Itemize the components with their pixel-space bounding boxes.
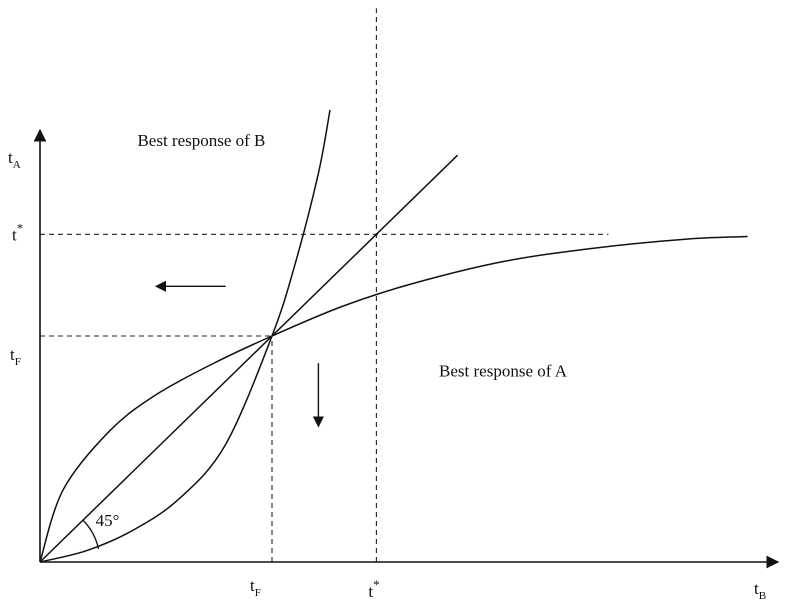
annotation-best-response-a: Best response of A bbox=[439, 362, 568, 381]
x-tick-label-tstar: t* bbox=[368, 577, 379, 601]
y-axis-label: tA bbox=[8, 148, 21, 171]
series-line-best-response-b bbox=[39, 109, 331, 563]
direction-arrows bbox=[154, 280, 324, 428]
y-tick-label-tF: tF bbox=[10, 345, 21, 368]
annotation-best-response-b: Best response of B bbox=[137, 131, 265, 150]
angle-arc bbox=[82, 519, 100, 550]
x-axis-label: tB bbox=[754, 579, 766, 602]
series-line-45-degree bbox=[39, 154, 459, 563]
dashed-guides bbox=[40, 8, 609, 562]
y-tick-label-tstar: t* bbox=[12, 220, 23, 244]
series-line-best-response-a bbox=[39, 235, 748, 563]
annotation-45-degree: 45° bbox=[96, 511, 120, 530]
series-group bbox=[39, 109, 748, 563]
x-tick-label-tF: tF bbox=[250, 576, 261, 599]
